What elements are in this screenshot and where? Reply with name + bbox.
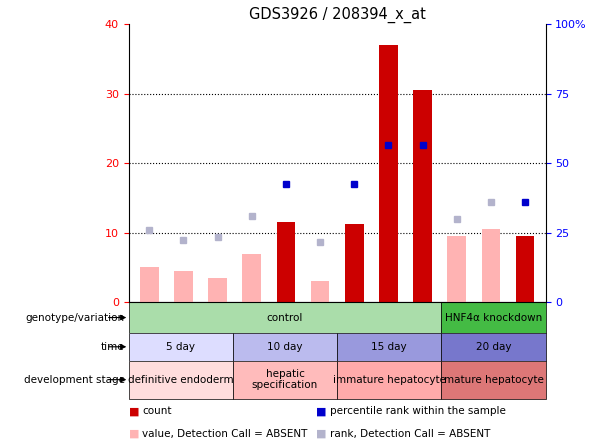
Text: value, Detection Call = ABSENT: value, Detection Call = ABSENT — [142, 429, 308, 439]
Text: ■: ■ — [316, 406, 327, 416]
Bar — [379, 45, 398, 302]
Bar — [337, 333, 441, 361]
Bar — [242, 254, 261, 302]
Bar — [447, 236, 466, 302]
Bar — [441, 361, 546, 399]
Bar — [140, 267, 159, 302]
Text: count: count — [142, 406, 172, 416]
Title: GDS3926 / 208394_x_at: GDS3926 / 208394_x_at — [249, 7, 425, 23]
Text: 20 day: 20 day — [476, 342, 511, 352]
Bar — [129, 333, 233, 361]
Bar — [129, 361, 233, 399]
Bar — [516, 236, 535, 302]
Bar — [208, 278, 227, 302]
Text: control: control — [267, 313, 303, 322]
Text: 10 day: 10 day — [267, 342, 303, 352]
Bar — [481, 229, 500, 302]
Text: ■: ■ — [129, 429, 139, 439]
Text: genotype/variation: genotype/variation — [25, 313, 124, 322]
Text: ■: ■ — [316, 429, 327, 439]
Bar — [129, 302, 441, 333]
Text: time: time — [101, 342, 124, 352]
Bar — [345, 224, 364, 302]
Bar — [174, 271, 193, 302]
Bar — [413, 91, 432, 302]
Bar — [311, 281, 329, 302]
Bar — [441, 302, 546, 333]
Bar — [276, 222, 295, 302]
Text: 15 day: 15 day — [371, 342, 407, 352]
Text: 5 day: 5 day — [166, 342, 196, 352]
Bar — [233, 361, 337, 399]
Text: hepatic
specification: hepatic specification — [252, 369, 318, 390]
Text: development stage: development stage — [23, 375, 124, 385]
Bar — [337, 361, 441, 399]
Text: ■: ■ — [129, 406, 139, 416]
Text: HNF4α knockdown: HNF4α knockdown — [445, 313, 542, 322]
Text: mature hepatocyte: mature hepatocyte — [444, 375, 543, 385]
Text: rank, Detection Call = ABSENT: rank, Detection Call = ABSENT — [330, 429, 490, 439]
Text: percentile rank within the sample: percentile rank within the sample — [330, 406, 506, 416]
Text: immature hepatocyte: immature hepatocyte — [333, 375, 446, 385]
Text: definitive endoderm: definitive endoderm — [128, 375, 234, 385]
Bar — [233, 333, 337, 361]
Bar — [441, 333, 546, 361]
